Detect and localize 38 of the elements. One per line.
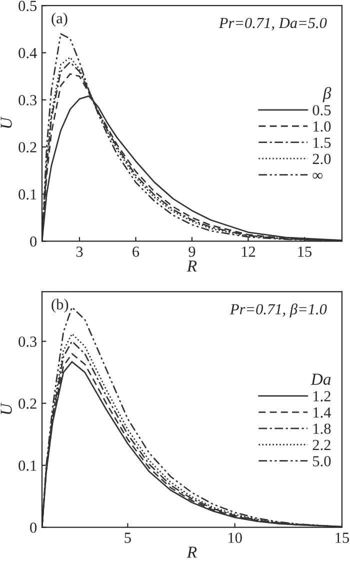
- legend-title: Da: [310, 374, 331, 385]
- y-tick-label: 0: [30, 236, 37, 247]
- legend-label: 1.4: [314, 407, 332, 418]
- annotation: Pr=0.71, Da=5.0: [218, 18, 327, 30]
- legend-label: 5.0: [313, 456, 331, 466]
- x-axis-title: R: [186, 260, 197, 272]
- y-tick-label: 0.1: [18, 189, 36, 200]
- y-tick-label: 0.5: [18, 0, 37, 12]
- x-tick-label: 6: [132, 246, 140, 257]
- y-tick-label: 0.2: [18, 398, 36, 409]
- annotation: (a): [52, 12, 68, 27]
- x-tick-label: 12: [242, 246, 256, 257]
- y-axis-title: U: [0, 402, 12, 414]
- annotation: Pr=0.71, β=1.0: [230, 304, 327, 318]
- legend-label: ∞: [312, 172, 322, 179]
- annotation: (b): [52, 298, 68, 313]
- legend-label: 0.5: [312, 105, 331, 116]
- legend-label: 1.0: [314, 121, 331, 132]
- x-tick-label: 3: [76, 246, 83, 257]
- x-tick-label: 15: [298, 246, 312, 257]
- x-tick-label: 10: [228, 532, 242, 543]
- x-tick-label: 15: [336, 532, 349, 543]
- y-tick-label: 0.1: [18, 460, 36, 471]
- y-axis-title: U: [0, 116, 12, 128]
- legend-label: 1.2: [314, 391, 330, 402]
- x-tick-label: 9: [188, 246, 196, 257]
- y-tick-label: 0.3: [18, 336, 37, 347]
- y-tick-label: 0.3: [18, 95, 37, 106]
- y-tick-label: 0.2: [18, 142, 36, 152]
- legend-label: 1.8: [314, 424, 331, 434]
- legend-label: 1.5: [314, 138, 331, 148]
- legend-label: 2.0: [312, 154, 331, 164]
- x-axis-title: R: [186, 546, 197, 558]
- legend-label: 2.2: [312, 440, 330, 450]
- y-tick-label: 0: [30, 522, 37, 533]
- legend-title: β: [322, 86, 332, 102]
- y-tick-label: 0.4: [18, 48, 37, 58]
- x-tick-label: 5: [124, 532, 131, 543]
